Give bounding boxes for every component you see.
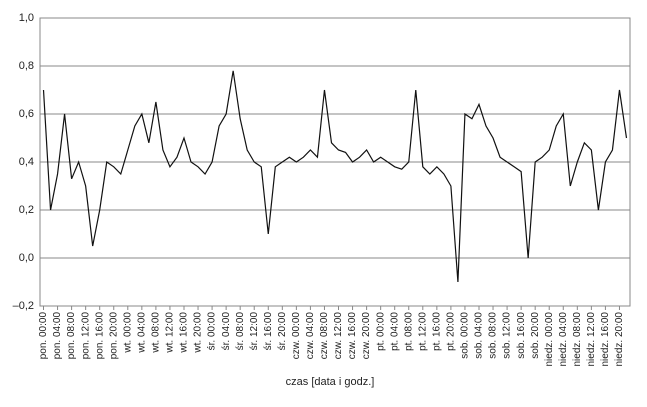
- x-tick-label: sob. 00:00: [460, 312, 471, 359]
- x-tick-label: pt. 08:00: [403, 312, 414, 351]
- x-tick-label: czw. 00:00: [291, 312, 302, 360]
- x-tick-label: wt. 00:00: [122, 312, 133, 354]
- x-tick-label: pon. 12:00: [80, 312, 91, 360]
- x-tick-label: niedz. 16:00: [600, 312, 611, 367]
- y-tick-label: 0,0: [19, 252, 34, 264]
- x-tick-label: wt. 08:00: [151, 312, 162, 354]
- y-tick-label: 0,4: [19, 156, 34, 168]
- x-tick-label: sob. 08:00: [488, 312, 499, 359]
- x-tick-label: sob. 20:00: [530, 312, 541, 359]
- x-tick-label: śr. 20:00: [277, 312, 288, 351]
- x-tick-label: śr. 16:00: [263, 312, 274, 351]
- x-tick-label: niedz. 12:00: [586, 312, 597, 367]
- x-tick-label: pt. 20:00: [446, 312, 457, 351]
- x-tick-label: sob. 04:00: [474, 312, 485, 359]
- x-tick-label: czw. 16:00: [347, 312, 358, 360]
- x-tick-label: niedz. 00:00: [544, 312, 555, 367]
- x-tick-label: śr. 04:00: [221, 312, 232, 351]
- x-tick-label: pt. 12:00: [417, 312, 428, 351]
- x-tick-label: czw. 04:00: [305, 312, 316, 360]
- x-tick-label: wt. 12:00: [165, 312, 176, 354]
- x-tick-label: pon. 16:00: [94, 312, 105, 360]
- x-tick-label: śr. 00:00: [207, 312, 218, 351]
- x-tick-label: śr. 08:00: [235, 312, 246, 351]
- x-tick-label: czw. 20:00: [361, 312, 372, 360]
- y-tick-label: 0,2: [19, 204, 34, 216]
- x-tick-label: śr. 12:00: [249, 312, 260, 351]
- x-tick-label: niedz. 20:00: [614, 312, 625, 367]
- x-tick-label: pon. 08:00: [66, 312, 77, 360]
- x-tick-label: czw. 12:00: [333, 312, 344, 360]
- x-tick-label: pt. 16:00: [431, 312, 442, 351]
- x-tick-label: wt. 16:00: [179, 312, 190, 354]
- x-tick-label: niedz. 08:00: [572, 312, 583, 367]
- y-tick-label: –0,2: [13, 300, 34, 312]
- y-tick-label: 1,0: [19, 12, 34, 24]
- data-line: [42, 70, 628, 283]
- x-axis-title: czas [data i godz.]: [286, 376, 375, 388]
- x-tick-label: sob. 16:00: [516, 312, 527, 359]
- x-tick-label: pon. 04:00: [52, 312, 63, 360]
- x-tick-label: czw. 08:00: [319, 312, 330, 360]
- x-tick-label: pt. 04:00: [389, 312, 400, 351]
- x-tick-label: wt. 20:00: [193, 312, 204, 354]
- x-tick-label: pon. 20:00: [108, 312, 119, 360]
- x-tick-label: niedz. 04:00: [558, 312, 569, 367]
- x-tick-label: sob. 12:00: [502, 312, 513, 359]
- x-tick-label: pt. 00:00: [375, 312, 386, 351]
- y-tick-label: 0,6: [19, 108, 34, 120]
- x-tick-label: wt. 04:00: [136, 312, 147, 354]
- x-tick-label: pon. 00:00: [38, 312, 49, 360]
- plot-frame: [39, 17, 631, 307]
- y-tick-label: 0,8: [19, 60, 34, 72]
